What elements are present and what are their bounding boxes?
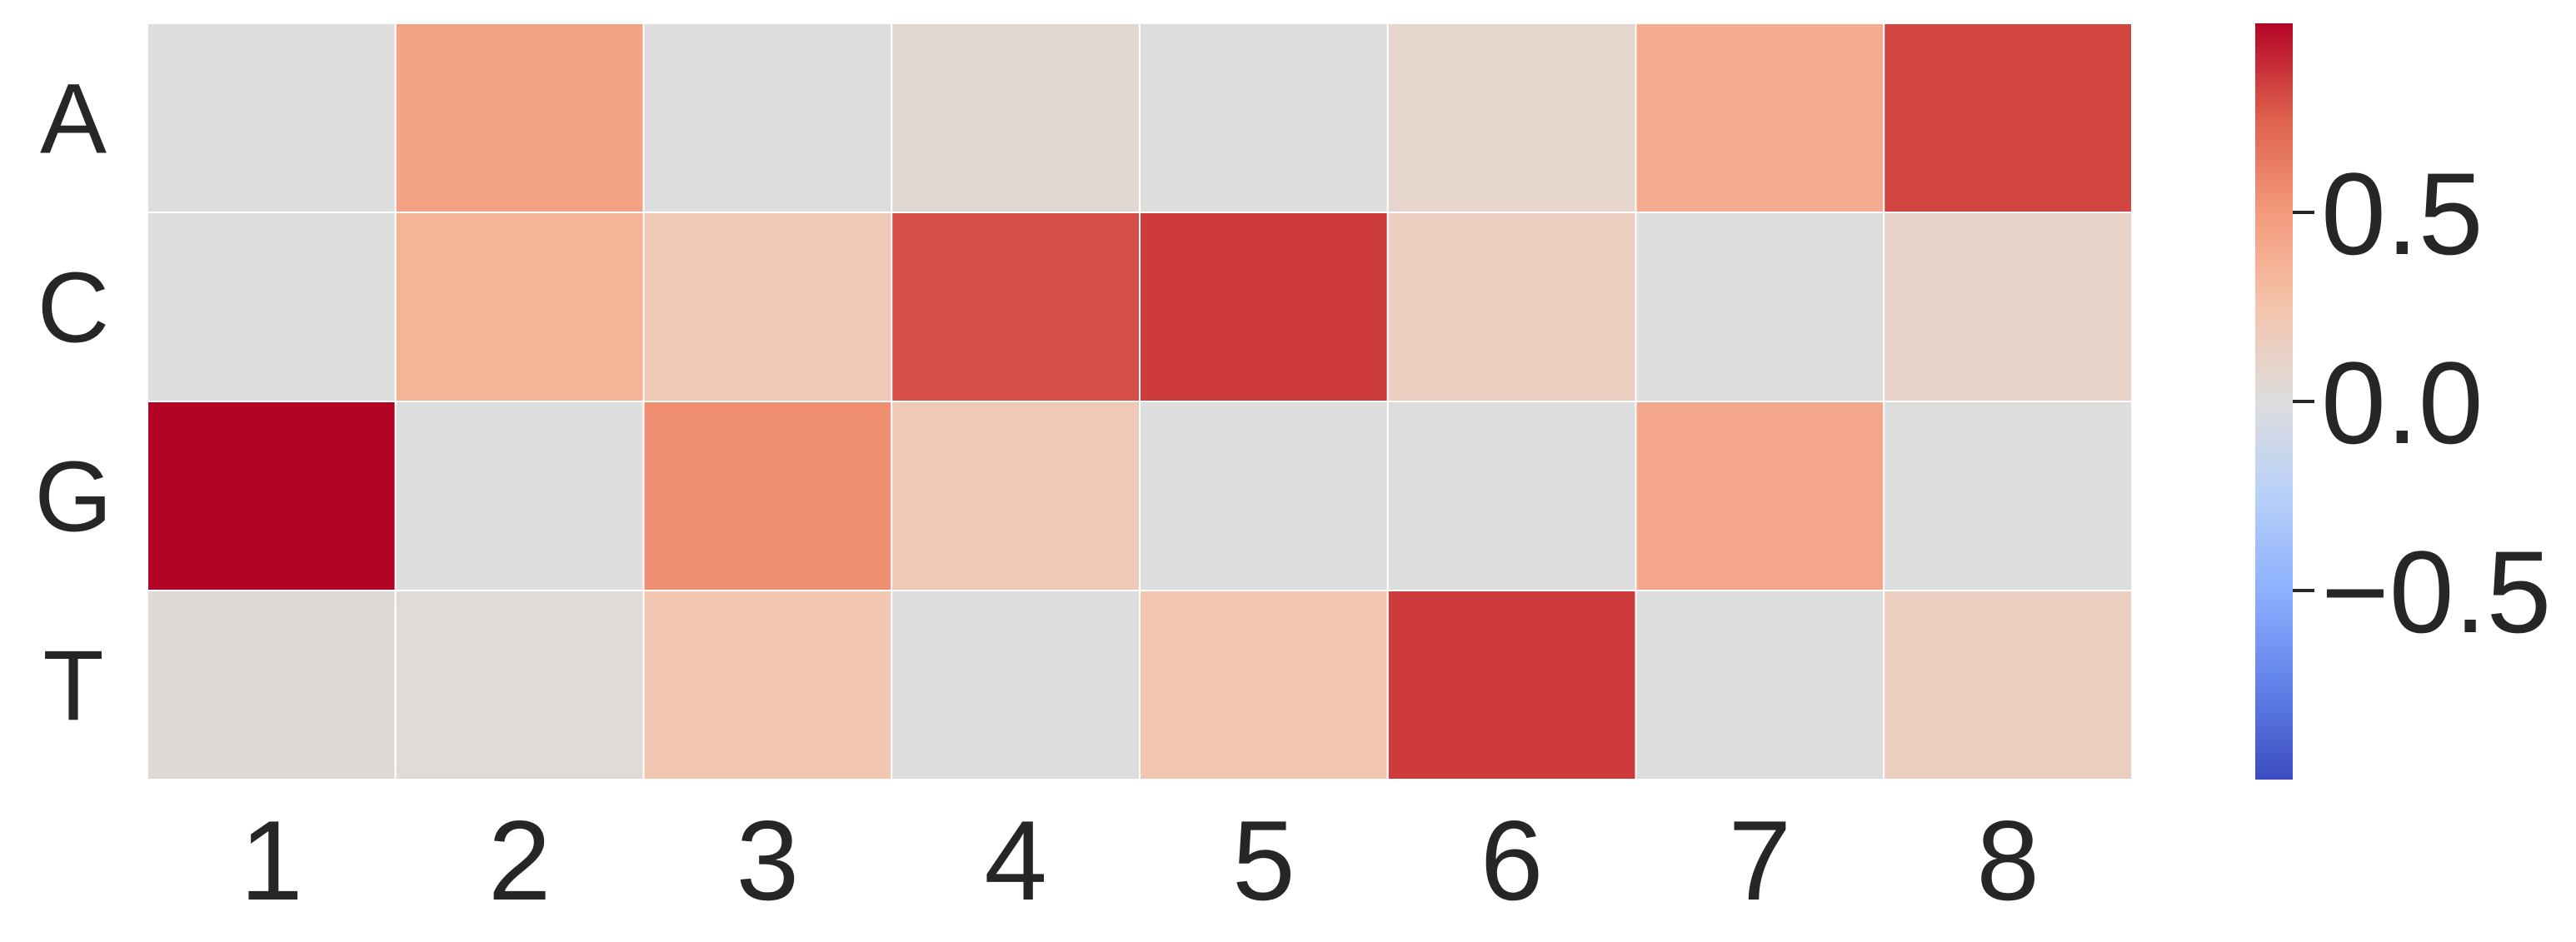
heatmap-cell-G-1	[147, 401, 397, 591]
heatmap-cell-C-2	[394, 212, 645, 402]
heatmap-cell-A-6	[1386, 22, 1637, 213]
heatmap-cell-G-4	[891, 401, 1141, 591]
heatmap-cell-C-4	[891, 212, 1141, 402]
heatmap-cell-T-6	[1386, 590, 1637, 780]
x-tick-label: 4	[984, 797, 1047, 924]
x-tick-label: 7	[1729, 797, 1792, 924]
heatmap-cell-G-3	[642, 401, 893, 591]
heatmap-cell-G-6	[1386, 401, 1637, 591]
heatmap-cell-C-7	[1635, 212, 1885, 402]
heatmap-cell-C-5	[1139, 212, 1389, 402]
heatmap-cell-G-5	[1139, 401, 1389, 591]
colorbar	[2255, 23, 2293, 780]
x-tick-label: 5	[1232, 797, 1295, 924]
x-tick-label: 3	[736, 797, 800, 924]
heatmap-cell-A-4	[891, 22, 1141, 213]
heatmap-cell-C-6	[1386, 212, 1637, 402]
heatmap-cell-T-8	[1883, 590, 2133, 780]
heatmap-cell-T-7	[1635, 590, 1885, 780]
x-tick-labels: 1 2 3 4 5 6 7 8	[240, 797, 2039, 924]
y-tick-label: T	[42, 630, 103, 742]
heatmap-cell-A-3	[642, 22, 893, 213]
heatmap-cell-G-2	[394, 401, 645, 591]
heatmap-cell-A-5	[1139, 22, 1389, 213]
heatmap-cell-T-4	[891, 590, 1141, 780]
y-tick-label: C	[37, 252, 110, 364]
colorbar-ticks: 0.5 0.0 −0.5	[2293, 148, 2551, 657]
x-tick-label: 2	[488, 797, 552, 924]
heatmap-cell-A-2	[394, 22, 645, 213]
heatmap-cell-G-8	[1883, 401, 2133, 591]
y-tick-label: A	[40, 63, 107, 175]
y-tick-label: G	[34, 441, 112, 553]
heatmap-cell-T-3	[642, 590, 893, 780]
colorbar-tick-label: 0.5	[2321, 148, 2484, 279]
heatmap-cell-A-1	[147, 22, 397, 213]
heatmap-cells	[147, 22, 2133, 780]
heatmap-cell-T-5	[1139, 590, 1389, 780]
x-tick-label: 6	[1480, 797, 1544, 924]
heatmap-cell-A-8	[1883, 22, 2133, 213]
heatmap-cell-T-1	[147, 590, 397, 780]
heatmap-cell-C-1	[147, 212, 397, 402]
colorbar-tick-label: −0.5	[2321, 526, 2551, 657]
x-tick-label: 8	[1976, 797, 2039, 924]
heatmap-cell-C-3	[642, 212, 893, 402]
heatmap-cell-G-7	[1635, 401, 1885, 591]
colorbar-tick-label: 0.0	[2321, 337, 2484, 468]
x-tick-label: 1	[240, 797, 303, 924]
heatmap-cell-C-8	[1883, 212, 2133, 402]
heatmap-cell-T-2	[394, 590, 645, 780]
heatmap-cell-A-7	[1635, 22, 1885, 213]
